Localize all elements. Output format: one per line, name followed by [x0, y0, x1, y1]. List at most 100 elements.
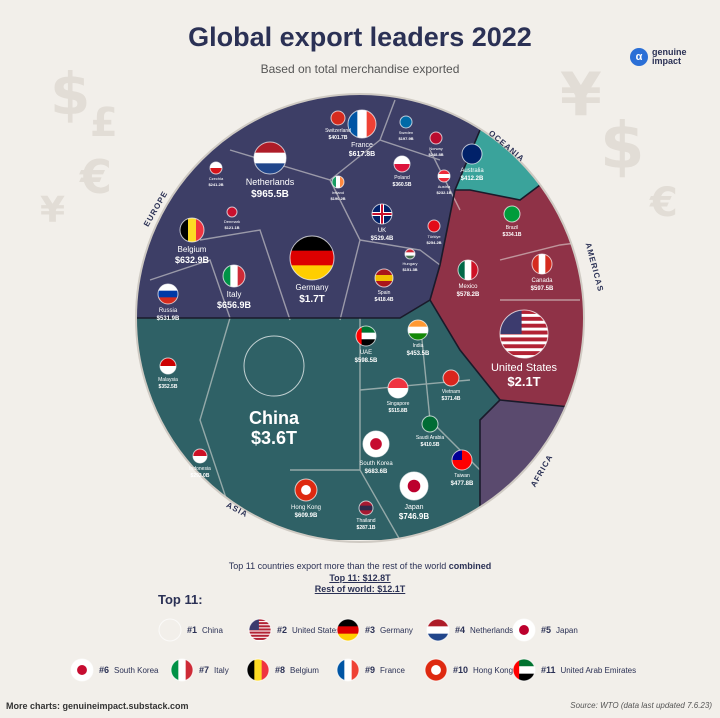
country-value: $531.9B: [157, 316, 180, 322]
legend-name: United States: [292, 625, 341, 635]
summary-top11: Top 11: $12.8T: [329, 573, 391, 583]
region-label-americas: AMERICAS: [584, 242, 606, 293]
country-label: United States: [491, 362, 558, 374]
flag-switzerland-icon: [330, 110, 346, 126]
flag-layer: [157, 109, 553, 516]
country-label: Hungary: [402, 261, 417, 266]
flag-mexico-icon: [457, 259, 479, 281]
label-layer: China$3.6T United States$2.1T Germany $1.7T…: [157, 128, 558, 531]
legend-name: China: [202, 625, 223, 635]
country-value: $598.5B: [355, 358, 378, 364]
flag-uk-icon: [371, 203, 393, 225]
flag-taiwan-icon: [451, 449, 473, 471]
country-label: Hong Kong: [291, 505, 321, 511]
flag-china-icon: [243, 335, 305, 397]
country-label: Switzerland: [325, 128, 351, 134]
flag-netherlands-icon: [253, 141, 287, 175]
legend-item: #7 Italy: [170, 658, 229, 682]
country-label: Australia: [460, 168, 484, 174]
legend-item: #8 Belgium: [246, 658, 319, 682]
legend-name: Italy: [214, 665, 229, 675]
legend-name: Japan: [556, 625, 578, 635]
country-label: Malaysia: [158, 377, 178, 383]
country-label: Poland: [394, 175, 410, 181]
country-value: $410.5B: [421, 442, 440, 448]
country-label: Sweden: [399, 130, 413, 135]
brand-line-2: impact: [652, 56, 682, 66]
country-value: $3.6T: [251, 428, 297, 448]
brand-mark-icon: α: [630, 48, 648, 66]
country-value: $683.6B: [365, 469, 388, 475]
legend-rank: #6: [99, 665, 110, 675]
country-label: South Korea: [359, 461, 393, 467]
region-oceania: [455, 94, 584, 200]
country-label: France: [351, 142, 373, 149]
country-label: Canada: [531, 278, 553, 284]
flag-t-rkiye-icon: [427, 219, 441, 233]
legend-rank: #11: [541, 665, 556, 675]
chart-outline: [135, 93, 585, 543]
country-label: Germany: [296, 283, 329, 292]
country-value: $360.5B: [393, 182, 412, 188]
country-label: Norway: [429, 146, 443, 151]
flag-germany-icon: [289, 235, 335, 281]
legend-item: #6 South Korea: [70, 658, 159, 682]
country-label: Japan: [404, 504, 423, 511]
country-label: Thailand: [356, 518, 375, 524]
legend-rank: #2: [277, 625, 288, 635]
legend-name: Belgium: [290, 665, 319, 675]
flag-saudi-arabia-icon: [421, 415, 439, 433]
country-label: Vietnam: [442, 389, 460, 395]
country-label: Russia: [159, 308, 178, 314]
flag-singapore-icon: [387, 377, 409, 399]
flag-malaysia-icon: [159, 357, 177, 375]
country-value: $241.2B: [208, 182, 223, 187]
country-value: $190.2B: [330, 196, 345, 201]
legend-item: #4 Netherlands: [426, 618, 513, 642]
country-label: India: [413, 343, 424, 349]
brand-line-1: genuine: [652, 47, 687, 57]
flag-thailand-icon: [358, 500, 374, 516]
legend-flag-icon: [246, 658, 270, 682]
legend-flag-icon: [424, 658, 448, 682]
legend-flag-icon: [336, 618, 360, 642]
legend-item: #3 Germany: [336, 618, 413, 642]
flag-united-states-icon: [499, 309, 549, 359]
country-label: Italy: [227, 290, 242, 299]
country-value: $617.8B: [349, 151, 375, 158]
country-value: $515.8B: [389, 408, 408, 414]
country-label: Taiwan: [454, 473, 470, 479]
flag-india-icon: [407, 319, 429, 341]
country-label: Brazil: [506, 225, 519, 231]
summary-note: Top 11 countries export more than the re…: [0, 561, 720, 571]
country-label: UAE: [360, 350, 372, 356]
country-value: $2.1T: [507, 374, 540, 389]
page-subtitle: Based on total merchandise exported: [260, 62, 460, 76]
legend-rank: #1: [187, 625, 198, 635]
flag-norway-icon: [429, 131, 443, 145]
country-value: $609.9B: [295, 513, 318, 519]
flag-indonesia-icon: [192, 448, 208, 464]
legend-rank: #3: [365, 625, 376, 635]
country-value: $287.1B: [357, 525, 376, 531]
flag-italy-icon: [222, 264, 246, 288]
legend-flag-icon: [426, 618, 450, 642]
flag-hong-kong-icon: [294, 478, 318, 502]
legend-item: #10 Hong Kong: [424, 658, 513, 682]
country-value: $197.9B: [398, 136, 413, 141]
pound-symbol-decoration: £: [90, 100, 118, 146]
legend-rank: #9: [365, 665, 376, 675]
euro-symbol-decoration: €: [80, 150, 113, 204]
yen-symbol-decoration: ¥: [40, 190, 66, 231]
country-value: $248.8B: [428, 152, 443, 157]
legend-flag-icon: [512, 618, 536, 642]
flag-vietnam-icon: [442, 369, 460, 387]
dollar-symbol-decoration: $: [50, 60, 91, 128]
flag-uae-icon: [355, 325, 377, 347]
flag-poland-icon: [393, 155, 411, 173]
country-label: Ireland: [332, 190, 344, 195]
euro-symbol-decoration: €: [650, 180, 678, 226]
legend-flag-icon: [248, 618, 272, 642]
country-value: $746.9B: [399, 512, 429, 521]
legend-item: #1 China: [158, 618, 223, 642]
